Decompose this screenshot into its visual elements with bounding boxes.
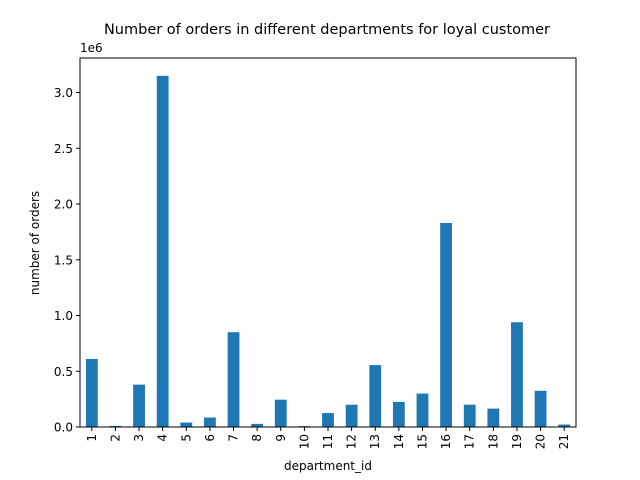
x-tick-label: 2 bbox=[108, 434, 122, 442]
x-tick-label: 7 bbox=[227, 434, 241, 442]
x-tick-label: 12 bbox=[345, 434, 359, 449]
bar-department-4 bbox=[156, 75, 169, 427]
x-tick-label: 21 bbox=[557, 434, 571, 449]
x-axis-label: department_id bbox=[284, 459, 372, 473]
bar-department-2 bbox=[109, 425, 122, 427]
y-tick-label: 2.0 bbox=[54, 198, 73, 212]
y-axis-multiplier: 1e6 bbox=[80, 41, 103, 55]
y-tick-label: 0.0 bbox=[54, 421, 73, 435]
y-tick-label: 2.5 bbox=[54, 142, 73, 156]
x-tick-label: 1 bbox=[85, 434, 99, 442]
y-axis: 0.0 0.5 1.0 1.5 2.0 2.5 3.0 bbox=[54, 86, 80, 435]
x-axis: 1 2 3 4 5 6 7 8 9 10 11 12 13 14 15 16 17 18 19 20 21 bbox=[85, 427, 571, 449]
x-tick-label: 5 bbox=[179, 434, 193, 442]
x-tick-label: 15 bbox=[415, 434, 429, 449]
x-tick-label: 17 bbox=[463, 434, 477, 449]
bar-department-20 bbox=[534, 390, 547, 427]
x-tick-label: 4 bbox=[156, 434, 170, 442]
plot-frame bbox=[79, 57, 577, 428]
bar-department-3 bbox=[133, 384, 145, 427]
bar-department-18 bbox=[487, 408, 500, 427]
x-tick-label: 11 bbox=[321, 434, 335, 449]
bar-department-16 bbox=[440, 222, 452, 427]
bar-department-12 bbox=[345, 404, 358, 427]
bar-department-8 bbox=[251, 423, 264, 427]
bars-group bbox=[85, 75, 571, 427]
bar-department-13 bbox=[369, 365, 382, 427]
chart-title: Number of orders in different department… bbox=[104, 22, 550, 38]
bar-department-9 bbox=[274, 399, 287, 427]
x-tick-label: 10 bbox=[297, 434, 311, 449]
y-tick-label: 0.5 bbox=[54, 365, 73, 379]
bar-department-7 bbox=[227, 332, 240, 427]
y-tick-label: 1.0 bbox=[54, 309, 73, 323]
x-tick-label: 20 bbox=[534, 434, 548, 449]
x-tick-label: 18 bbox=[486, 434, 500, 449]
bar-department-15 bbox=[416, 393, 429, 427]
bar-department-6 bbox=[204, 417, 216, 427]
x-tick-label: 14 bbox=[392, 434, 406, 449]
bar-department-21 bbox=[558, 424, 571, 427]
y-axis-label: number of orders bbox=[28, 191, 42, 295]
x-tick-label: 16 bbox=[439, 434, 453, 449]
bar-department-11 bbox=[322, 413, 334, 427]
x-tick-label: 8 bbox=[250, 434, 264, 442]
y-tick-label: 1.5 bbox=[54, 253, 73, 267]
bar-department-5 bbox=[180, 422, 193, 427]
x-tick-label: 19 bbox=[510, 434, 524, 449]
x-tick-label: 3 bbox=[132, 434, 146, 442]
bar-department-17 bbox=[463, 404, 476, 427]
bar-department-19 bbox=[511, 322, 523, 427]
bar-department-14 bbox=[392, 401, 405, 427]
x-tick-label: 13 bbox=[368, 434, 382, 449]
y-tick-label: 3.0 bbox=[54, 86, 73, 100]
x-tick-label: 9 bbox=[274, 434, 288, 442]
x-tick-label: 6 bbox=[203, 434, 217, 442]
bar-department-1 bbox=[85, 359, 98, 427]
